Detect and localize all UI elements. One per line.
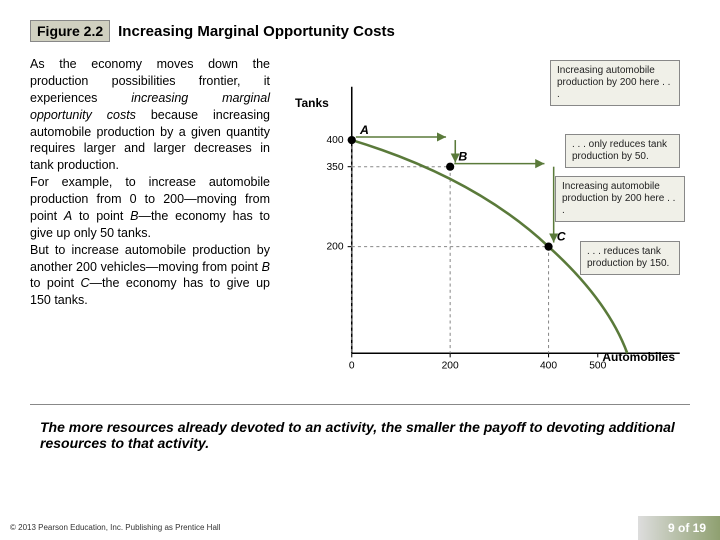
svg-text:400: 400 <box>326 135 343 146</box>
svg-text:C: C <box>557 230 567 244</box>
callout-1: Increasing automobile production by 200 … <box>550 60 680 106</box>
y-axis-label: Tanks <box>295 96 329 110</box>
body-text: As the economy moves down the production… <box>30 56 270 396</box>
svg-text:400: 400 <box>540 361 557 372</box>
svg-text:A: A <box>359 123 369 137</box>
page-number: 9 of 19 <box>638 516 720 540</box>
callout-4: . . . reduces tank production by 150. <box>580 241 680 275</box>
figure-label: Figure 2.2 <box>30 20 110 42</box>
x-axis-label: Automobiles <box>602 350 675 364</box>
svg-text:0: 0 <box>349 361 355 372</box>
callout-2: . . . only reduces tank production by 50… <box>565 134 680 168</box>
svg-text:200: 200 <box>326 242 343 253</box>
svg-text:200: 200 <box>442 361 459 372</box>
slide-title: Increasing Marginal Opportunity Costs <box>118 23 395 40</box>
svg-text:350: 350 <box>326 162 343 173</box>
copyright: © 2013 Pearson Education, Inc. Publishin… <box>10 523 220 532</box>
svg-text:B: B <box>458 150 467 164</box>
ppf-chart: 0200400500200350400ABC Increasing automo… <box>280 56 690 396</box>
callout-3: Increasing automobile production by 200 … <box>555 176 685 222</box>
bottom-statement: The more resources already devoted to an… <box>40 419 680 451</box>
title-row: Figure 2.2 Increasing Marginal Opportuni… <box>30 20 690 42</box>
